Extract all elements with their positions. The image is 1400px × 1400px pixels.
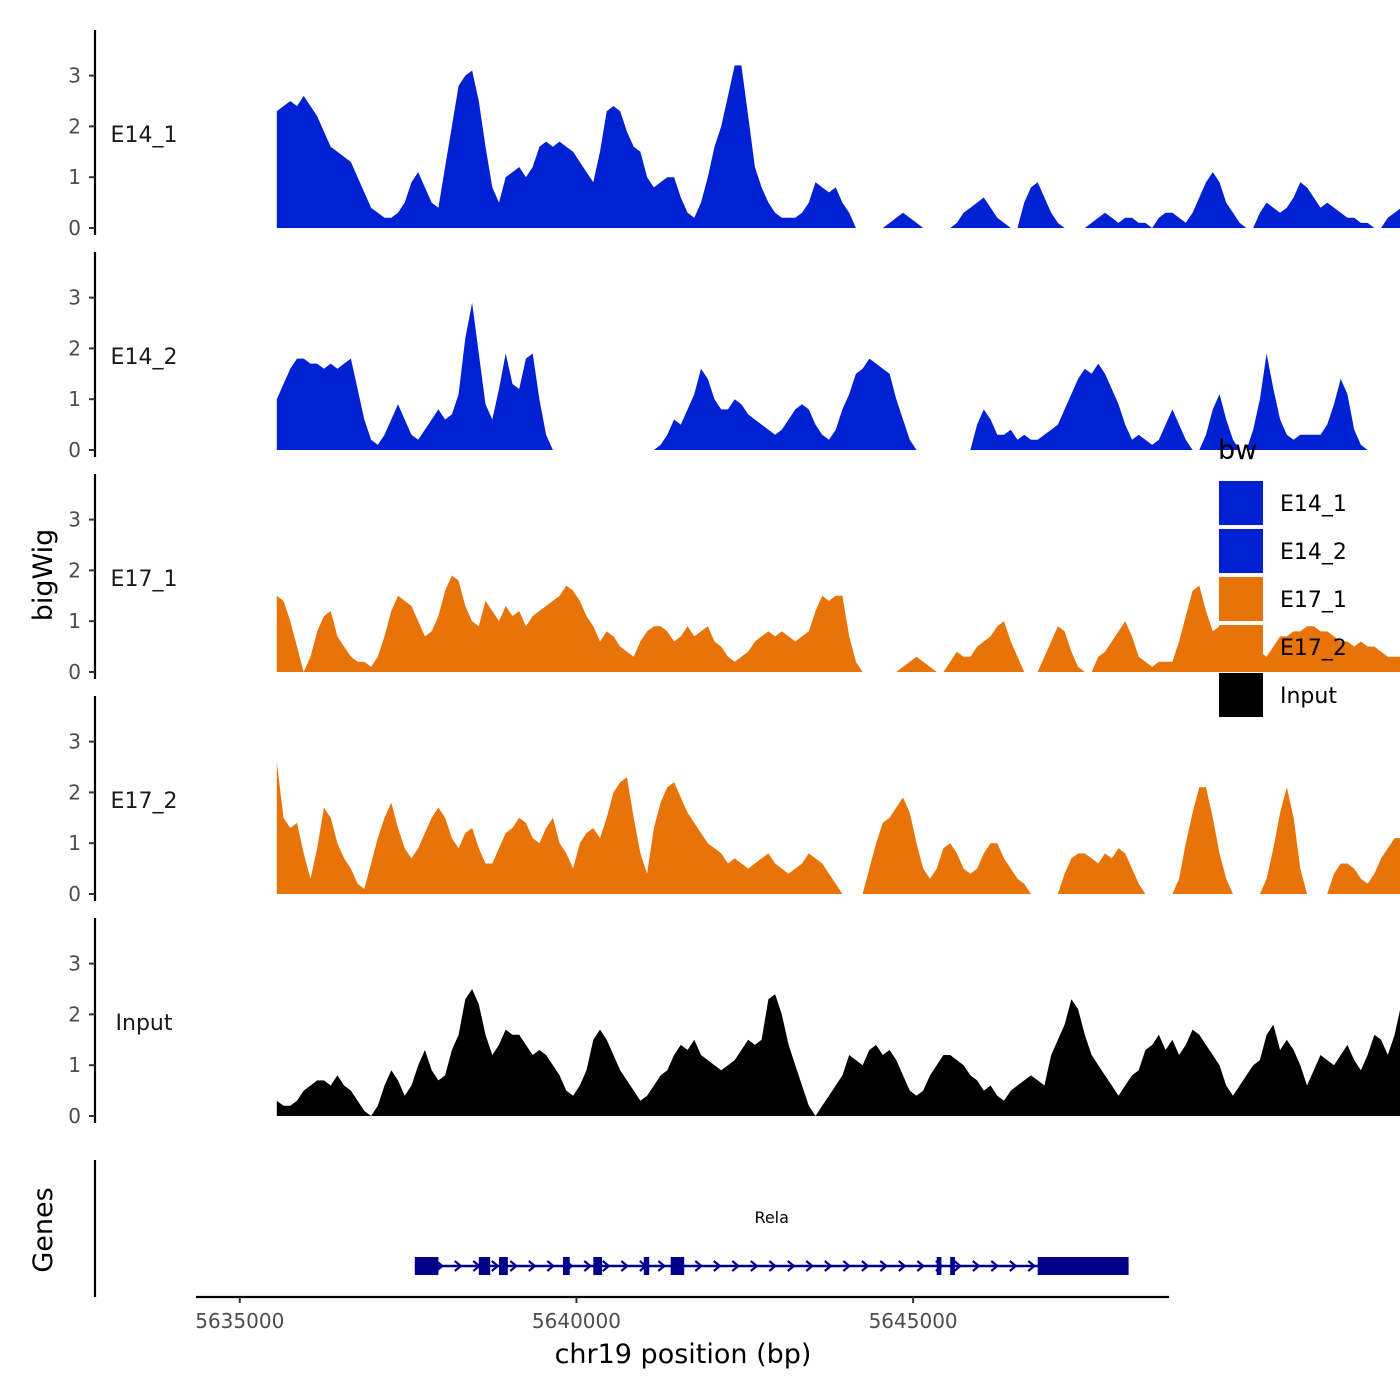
exon [1037, 1257, 1129, 1275]
y-tick-label: 1 [68, 387, 81, 411]
gene-name-label: Rela [754, 1208, 789, 1227]
strand-arrow [824, 1260, 833, 1272]
x-tick-label: 5640000 [532, 1309, 621, 1333]
track-panel-E17_1: 0 1 2 3 E17_1 [68, 474, 1400, 684]
exon [593, 1257, 603, 1275]
coverage-area-E14_2 [276, 302, 1400, 450]
strand-arrow [583, 1260, 593, 1272]
legend-label-E14_1: E14_1 [1280, 492, 1347, 517]
strand-arrow [509, 1260, 519, 1272]
gene-track: Genes Rela [28, 1160, 1129, 1297]
strand-arrow [546, 1260, 556, 1272]
coverage-area-E17_1 [276, 575, 1400, 672]
track-label-E14_2: E14_2 [111, 345, 178, 370]
legend-label-E17_2: E17_2 [1280, 636, 1347, 661]
strand-arrow [602, 1260, 611, 1272]
strand-arrow [953, 1260, 963, 1272]
exon [950, 1257, 955, 1275]
legend-swatch-Input [1219, 673, 1263, 717]
exon [643, 1257, 650, 1275]
coverage-area-E17_2 [276, 761, 1400, 894]
track-label-Input: Input [116, 1011, 173, 1036]
y-axis-title: bigWig [28, 529, 59, 622]
track-label-E17_2: E17_2 [111, 789, 178, 814]
y-tick-label: 0 [68, 660, 81, 684]
strand-arrow [620, 1260, 630, 1272]
legend-swatch-E14_1 [1219, 481, 1263, 525]
exon [499, 1257, 508, 1275]
strand-arrow [1009, 1260, 1018, 1272]
strand-arrow [972, 1260, 981, 1272]
exon [478, 1257, 491, 1275]
y-tick-label: 3 [68, 730, 81, 754]
strand-arrow [787, 1260, 796, 1272]
exon [670, 1257, 685, 1275]
y-tick-label: 0 [68, 882, 81, 906]
track-panel-Input: 0 1 2 3 Input [68, 918, 1400, 1128]
y-tick-label: 3 [68, 286, 81, 310]
y-tick-label: 3 [68, 64, 81, 88]
strand-arrow [898, 1260, 907, 1272]
track-label-E17_1: E17_1 [111, 567, 178, 592]
strand-arrow [731, 1260, 741, 1272]
y-tick-label: 1 [68, 165, 81, 189]
y-tick-label: 1 [68, 609, 81, 633]
y-tick-label: 2 [68, 336, 81, 360]
y-tick-label: 2 [68, 114, 81, 138]
x-tick-label: 5635000 [195, 1309, 284, 1333]
x-axis-title: chr19 position (bp) [555, 1339, 812, 1370]
strand-arrow [990, 1260, 1000, 1272]
legend-swatch-E17_2 [1219, 625, 1263, 669]
strand-arrow [694, 1260, 704, 1272]
track-panel-E17_2: 0 1 2 3 E17_2 [68, 696, 1400, 906]
strand-arrow [879, 1260, 889, 1272]
y-tick-label: 0 [68, 1104, 81, 1128]
strand-arrow [805, 1260, 815, 1272]
strand-arrow [657, 1260, 667, 1272]
track-panel-E14_2: 0 1 2 3 E14_2 [68, 252, 1400, 462]
legend-swatch-E14_2 [1219, 529, 1263, 573]
genes-axis-title: Genes [28, 1187, 59, 1272]
legend-swatch-E17_1 [1219, 577, 1263, 621]
exon [936, 1257, 942, 1275]
y-tick-label: 0 [68, 216, 81, 240]
legend-label-Input: Input [1280, 684, 1337, 709]
strand-arrow [861, 1260, 870, 1272]
coverage-area-Input [276, 989, 1400, 1116]
x-axis: chr19 position (bp) 5635000 5640000 564500… [195, 1295, 1169, 1370]
track-panel-E14_1: 0 1 2 3 E14_1 [68, 30, 1400, 240]
legend: bw E14_1 E14_2 E17_1 E17_2 Input [1218, 435, 1347, 717]
strand-arrow [750, 1260, 759, 1272]
legend-title: bw [1218, 435, 1257, 466]
strand-arrow [528, 1260, 537, 1272]
y-tick-label: 3 [68, 952, 81, 976]
strand-arrow [916, 1260, 926, 1272]
exon [563, 1257, 570, 1275]
strand-arrow [454, 1260, 463, 1272]
y-tick-label: 3 [68, 508, 81, 532]
strand-arrow [491, 1260, 500, 1272]
y-tick-label: 0 [68, 438, 81, 462]
strand-arrow [713, 1260, 722, 1272]
y-tick-label: 1 [68, 831, 81, 855]
coverage-tracks: 0 1 2 3 E14_1 0 1 2 3 E14_2 0 1 2 3 E17_1 0 1 2 3 E17_2 0 1 2 3… [68, 30, 1400, 1128]
track-label-E14_1: E14_1 [111, 123, 178, 148]
coverage-area-E14_1 [276, 65, 1400, 228]
y-tick-label: 2 [68, 780, 81, 804]
y-tick-label: 2 [68, 1002, 81, 1026]
strand-arrow [768, 1260, 778, 1272]
y-tick-label: 1 [68, 1053, 81, 1077]
legend-label-E14_2: E14_2 [1280, 540, 1347, 565]
strand-arrow [842, 1260, 852, 1272]
x-tick-label: 5645000 [869, 1309, 958, 1333]
strand-arrow [1027, 1260, 1037, 1272]
legend-label-E17_1: E17_1 [1280, 588, 1347, 613]
exon [414, 1257, 439, 1275]
y-tick-label: 2 [68, 558, 81, 582]
